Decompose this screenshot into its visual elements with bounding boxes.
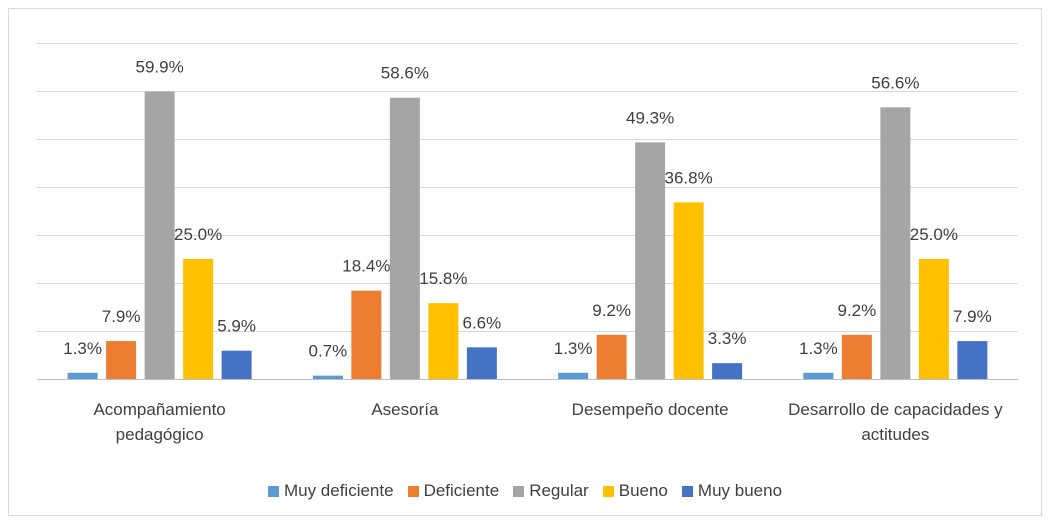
legend-label: Muy bueno [697, 481, 783, 500]
data-label: 15.8% [419, 269, 467, 288]
data-label: 0.7% [309, 342, 348, 361]
legend-label: Muy deficiente [283, 481, 394, 500]
data-label: 3.3% [708, 329, 747, 348]
bar [389, 97, 420, 379]
legend-item: Deficiente [407, 481, 500, 501]
data-label: 49.3% [626, 108, 674, 127]
bar [803, 372, 834, 379]
x-tick-label: Desarrollo de capacidades y actitudes [788, 400, 1003, 444]
legend-swatch [513, 485, 525, 497]
legend-item: Muy bueno [681, 481, 783, 501]
bar [635, 142, 666, 379]
x-tick-label: Desempeño docente [571, 400, 729, 419]
bar [351, 290, 382, 379]
bar [466, 347, 497, 379]
data-label: 7.9% [102, 307, 141, 326]
bar [880, 107, 911, 379]
bar [558, 372, 589, 379]
legend-item: Bueno [602, 481, 668, 501]
data-label: 9.2% [838, 301, 877, 320]
data-label: 25.0% [910, 225, 958, 244]
data-label: 36.8% [665, 168, 713, 187]
legend: Muy deficiente Deficiente Regular Bueno Muy … [0, 481, 1050, 501]
bar [596, 334, 627, 379]
bar [221, 350, 252, 379]
bar [712, 363, 743, 379]
bar [106, 341, 137, 379]
legend-swatch [602, 485, 614, 497]
bar [673, 202, 704, 379]
bar [183, 259, 214, 379]
bar [428, 303, 459, 379]
legend-swatch [267, 485, 279, 497]
data-label: 25.0% [174, 225, 222, 244]
legend-item: Muy deficiente [267, 481, 394, 501]
bar [841, 334, 872, 379]
x-tick-label: Acompañamiento pedagógico [93, 400, 226, 444]
data-label: 1.3% [554, 339, 593, 358]
data-label: 59.9% [136, 57, 184, 76]
data-label: 6.6% [463, 313, 502, 332]
legend-swatch [407, 485, 419, 497]
data-label: 18.4% [342, 257, 390, 276]
bar [957, 341, 988, 379]
legend-label: Bueno [618, 481, 668, 500]
bar [312, 375, 343, 379]
data-label: 58.6% [381, 64, 429, 83]
data-label: 7.9% [953, 307, 992, 326]
data-label: 56.6% [871, 73, 919, 92]
data-label: 1.3% [63, 339, 102, 358]
legend-label: Deficiente [423, 481, 500, 500]
bar [918, 259, 949, 379]
bar [67, 372, 98, 379]
legend-swatch [681, 485, 693, 497]
data-label: 1.3% [799, 339, 838, 358]
legend-item: Regular [513, 481, 589, 501]
bar [144, 91, 175, 379]
data-label: 9.2% [592, 301, 631, 320]
legend-label: Regular [529, 481, 589, 500]
data-label: 5.9% [217, 317, 256, 336]
x-tick-label: Asesoría [371, 400, 439, 419]
chart-border [8, 8, 1042, 516]
